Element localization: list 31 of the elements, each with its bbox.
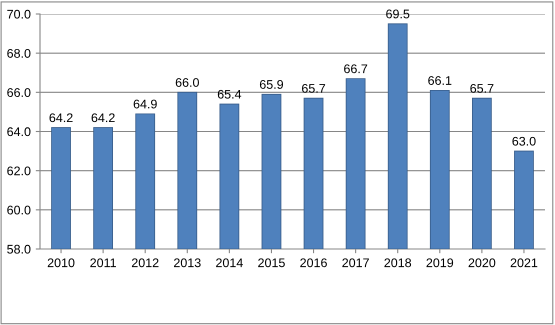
x-tick-label: 2016: [300, 258, 327, 268]
data-label: 66.0: [176, 78, 199, 87]
data-label: 64.2: [92, 113, 115, 122]
x-tick-label: 2019: [426, 258, 454, 268]
y-tick-label: 66.0: [7, 88, 30, 97]
data-label: 65.9: [260, 80, 284, 89]
y-tick-label: 64.0: [7, 127, 30, 136]
x-tick-label: 2012: [132, 258, 158, 268]
x-tick-label: 2018: [384, 258, 412, 268]
y-tick-label: 60.0: [7, 206, 30, 214]
x-tick-label: 2014: [216, 258, 243, 268]
x-tick-label: 2011: [90, 258, 116, 268]
data-label: 65.7: [470, 84, 494, 93]
x-tick-label: 2015: [258, 258, 285, 268]
data-label: 69.5: [386, 10, 410, 18]
data-label: 63.0: [512, 136, 536, 146]
x-tick-label: 2021: [510, 258, 538, 268]
y-tick-label: 62.0: [7, 166, 30, 176]
x-tick-label: 2013: [174, 258, 201, 268]
y-tick-label: 58.0: [7, 244, 30, 254]
x-tick-label: 2020: [468, 258, 496, 268]
data-label: 65.7: [302, 84, 326, 93]
x-tick-label: 2010: [48, 258, 74, 268]
data-label: 64.9: [134, 100, 157, 108]
data-label: 66.7: [344, 64, 368, 74]
y-tick-label: 68.0: [7, 48, 30, 58]
data-label: 65.4: [218, 90, 242, 99]
x-tick-label: 2017: [342, 258, 369, 268]
data-label: 66.1: [428, 76, 452, 85]
y-tick-label: 70.0: [7, 10, 30, 19]
data-label: 64.2: [50, 113, 73, 122]
